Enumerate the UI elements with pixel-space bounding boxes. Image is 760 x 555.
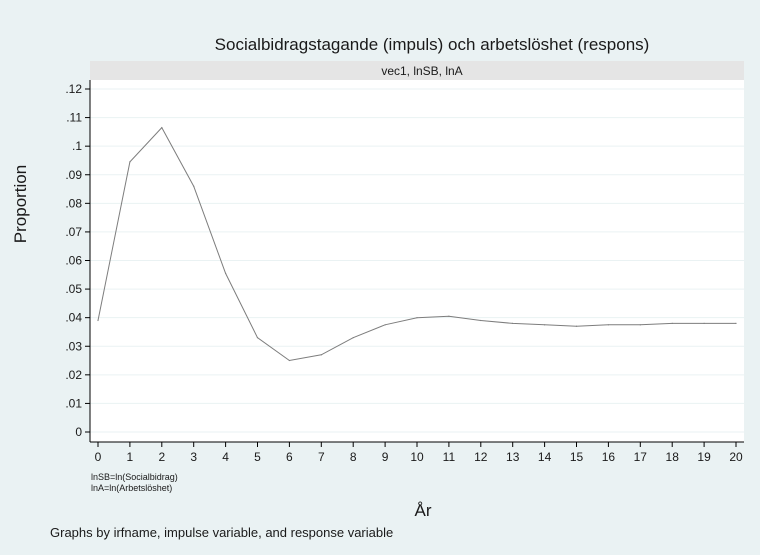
x-tick-label: 6	[286, 450, 293, 464]
y-tick-label: .07	[65, 225, 82, 239]
x-tick-label: 15	[570, 450, 584, 464]
series	[97, 126, 737, 362]
x-tick-label: 8	[350, 450, 357, 464]
data-point	[129, 161, 131, 163]
data-point	[352, 337, 354, 339]
data-point	[256, 337, 259, 339]
x-tick-label: 1	[127, 450, 134, 464]
data-point	[288, 359, 290, 362]
y-axis-label: Proportion	[11, 165, 30, 243]
y-tick-label: .09	[65, 168, 82, 182]
panel-header	[90, 61, 744, 80]
data-point	[320, 354, 322, 356]
y-tick-label: .1	[72, 139, 82, 153]
data-point	[544, 324, 546, 326]
y-tick-label: .08	[65, 196, 82, 210]
x-axis-label: År	[415, 501, 432, 520]
x-tick-label: 12	[474, 450, 488, 464]
data-point	[735, 322, 737, 324]
axes: 0.01.02.03.04.05.06.07.08.09.1.11.120 1 2 3…	[65, 80, 744, 464]
y-tick-label: .03	[65, 339, 82, 353]
x-tick-label: 7	[318, 450, 325, 464]
x-tick-label: 4	[222, 450, 229, 464]
data-point	[97, 319, 99, 322]
y-tick-label: .05	[65, 282, 82, 296]
x-tick-label: 20	[729, 450, 743, 464]
x-tick-label: 2	[158, 450, 165, 464]
data-point	[416, 317, 418, 319]
y-tick-label: 0	[75, 425, 82, 439]
x-tick-label: 14	[538, 450, 552, 464]
x-tick-label: 13	[506, 450, 520, 464]
x-tick-label: 5	[254, 450, 261, 464]
chart-caption: Graphs by irfname, impulse variable, and…	[50, 525, 393, 540]
data-point	[639, 324, 641, 326]
note-line-1: lnSB=ln(Socialbidrag)	[91, 472, 178, 482]
y-tick-label: .04	[65, 311, 82, 325]
data-point	[448, 315, 450, 317]
data-point	[512, 322, 514, 324]
data-point	[607, 324, 610, 326]
y-tick-label: .01	[65, 396, 82, 410]
data-point	[575, 325, 578, 327]
y-tick-label: .06	[65, 254, 82, 268]
x-tick-label: 18	[666, 450, 680, 464]
x-tick-label: 10	[410, 450, 424, 464]
y-tick-label: .02	[65, 368, 82, 382]
x-tick-label: 16	[602, 450, 616, 464]
x-tick-label: 11	[443, 450, 456, 464]
data-point	[225, 272, 227, 274]
data-point	[193, 185, 195, 187]
x-tick-label: 17	[634, 450, 648, 464]
data-point	[480, 319, 482, 322]
data-point	[161, 126, 163, 129]
chart-title: Socialbidragstagande (impuls) och arbets…	[215, 35, 650, 54]
y-tick-label: .12	[65, 82, 82, 96]
panel-label: vec1, lnSB, lnA	[381, 64, 462, 78]
note-line-2: lnA=ln(Arbetslöshet)	[91, 483, 172, 493]
y-tick-label: .11	[66, 111, 82, 125]
x-tick-label: 9	[382, 450, 389, 464]
x-tick-label: 19	[697, 450, 711, 464]
data-point	[384, 324, 386, 326]
x-tick-label: 3	[190, 450, 197, 464]
data-point	[703, 322, 705, 324]
x-tick-label: 0	[95, 450, 102, 464]
data-point	[671, 322, 673, 324]
grid-lines	[90, 88, 744, 433]
